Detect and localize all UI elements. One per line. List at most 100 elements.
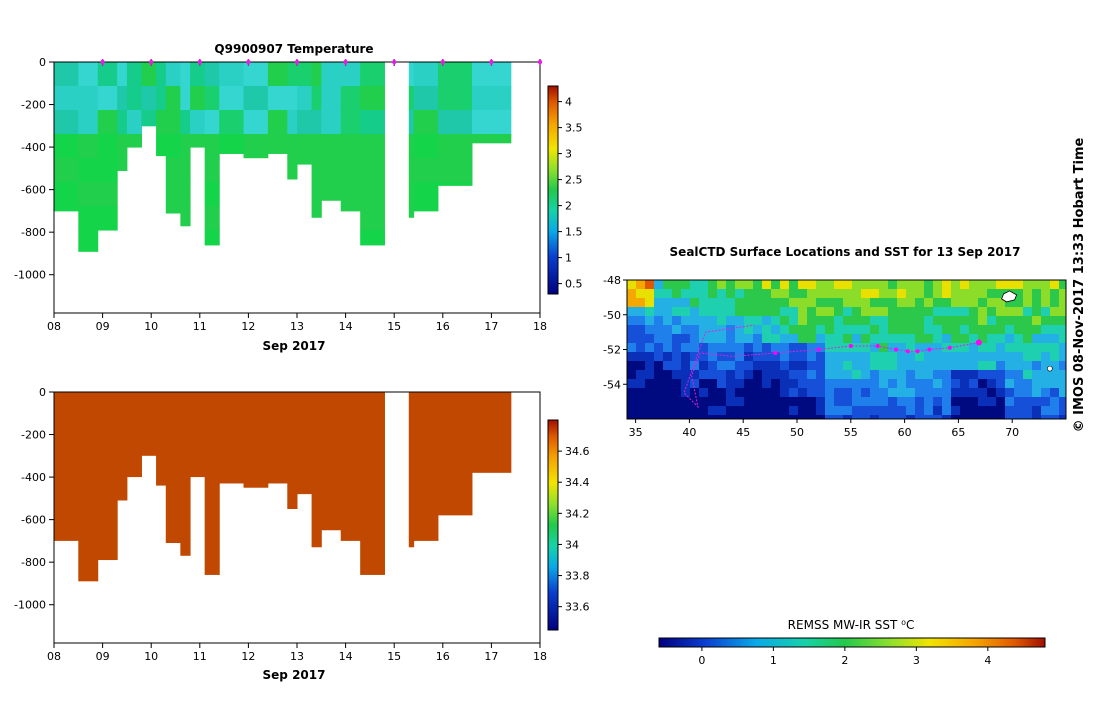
- sst-cell: [699, 415, 709, 420]
- sst-cell: [1014, 289, 1024, 299]
- sst-field: [627, 280, 1067, 420]
- sst-cell: [798, 316, 808, 326]
- sst-cell: [636, 289, 646, 299]
- sst-cell: [861, 280, 871, 290]
- sst-cell: [987, 397, 997, 407]
- sst-cell: [726, 316, 736, 326]
- temperature-cell: [180, 86, 191, 111]
- map-x-tick-label: 50: [790, 426, 804, 439]
- sst-cell: [807, 343, 817, 353]
- sst-cell: [627, 361, 637, 371]
- sst-cell: [798, 406, 808, 416]
- map-x-tick-label: 55: [844, 426, 858, 439]
- colorbar-tick-label: 1: [565, 252, 572, 265]
- sst-cell: [681, 415, 691, 420]
- sst-cell: [924, 415, 934, 420]
- sst-cell: [825, 316, 835, 326]
- temperature-profile-column: [190, 62, 206, 148]
- sst-cell: [789, 343, 799, 353]
- kerguelen-island: [1001, 290, 1018, 303]
- sst-cell: [834, 406, 844, 416]
- sst-cell: [645, 388, 655, 398]
- sst-cell: [924, 307, 934, 317]
- sst-cell: [699, 388, 709, 398]
- sst-cell: [870, 379, 880, 389]
- sst-cell: [969, 307, 979, 317]
- sst-cell: [807, 307, 817, 317]
- sst-cell: [726, 406, 736, 416]
- sst-cell: [996, 406, 1006, 416]
- sst-cell: [735, 397, 745, 407]
- temperature-cell: [311, 158, 322, 183]
- sst-cell: [969, 352, 979, 362]
- salinity-profile-column: [437, 392, 473, 516]
- sst-cell: [1014, 406, 1024, 416]
- sst-cell: [1050, 352, 1060, 362]
- x-tick-label: 14: [339, 650, 353, 663]
- colorbar-tick-label: 3: [565, 148, 572, 161]
- sst-cell: [645, 361, 655, 371]
- salinity-profile-column: [297, 392, 313, 495]
- temperature-cell: [287, 110, 298, 135]
- temperature-cell: [437, 134, 473, 159]
- sst-cell: [690, 343, 700, 353]
- temperature-cell: [219, 134, 245, 154]
- sst-cell: [1032, 307, 1042, 317]
- sst-cell: [906, 316, 916, 326]
- sst-cell: [672, 280, 682, 290]
- sst-cell: [816, 370, 826, 380]
- sst-cell: [996, 343, 1006, 353]
- sst-cell: [1041, 397, 1051, 407]
- temperature-cell: [204, 86, 220, 111]
- sst-cell: [816, 334, 826, 344]
- temperature-cell: [360, 230, 385, 246]
- temperature-cell: [408, 206, 415, 218]
- sst-cell: [861, 379, 871, 389]
- sst-cell: [879, 370, 889, 380]
- sst-cell: [924, 361, 934, 371]
- sst-cell: [789, 379, 799, 389]
- sst-cell: [834, 325, 844, 335]
- sst-cell: [762, 406, 772, 416]
- sst-cell: [735, 352, 745, 362]
- sst-cell: [1041, 415, 1051, 420]
- y-tick-label: -600: [21, 514, 46, 527]
- sst-cell: [879, 388, 889, 398]
- seal-track: [683, 324, 982, 409]
- sst-cell: [1023, 316, 1033, 326]
- sst-cell: [807, 406, 817, 416]
- sst-cell: [915, 379, 925, 389]
- sst-cell: [987, 343, 997, 353]
- sst-cell: [978, 334, 988, 344]
- temperature-profile-column: [54, 62, 79, 212]
- sst-cell: [681, 280, 691, 290]
- sst-cell: [1050, 379, 1060, 389]
- sst-cell: [789, 406, 799, 416]
- sst-cell: [1005, 325, 1015, 335]
- sst-cell: [753, 307, 763, 317]
- sst-cell: [816, 388, 826, 398]
- sst-cell: [681, 406, 691, 416]
- sst-cell: [654, 289, 664, 299]
- sst-cell: [951, 352, 961, 362]
- sst-cell: [762, 352, 772, 362]
- sst-cell: [753, 289, 763, 299]
- sst-cell: [771, 352, 781, 362]
- sst-cell: [1059, 379, 1067, 389]
- sst-cell: [852, 406, 862, 416]
- sst-cell: [717, 388, 727, 398]
- sst-cell: [645, 280, 655, 290]
- sst-cell: [771, 334, 781, 344]
- sst-cell: [744, 298, 754, 308]
- sst-cell: [753, 406, 763, 416]
- sst-cell: [681, 352, 691, 362]
- sst-cell: [726, 298, 736, 308]
- colorbar-tick-label: 33.8: [565, 570, 590, 583]
- sst-cell: [897, 388, 907, 398]
- sst-cell: [969, 361, 979, 371]
- sst-cell: [717, 298, 727, 308]
- sst-cell: [1005, 379, 1015, 389]
- temperature-cell: [54, 206, 79, 212]
- sst-cell: [996, 334, 1006, 344]
